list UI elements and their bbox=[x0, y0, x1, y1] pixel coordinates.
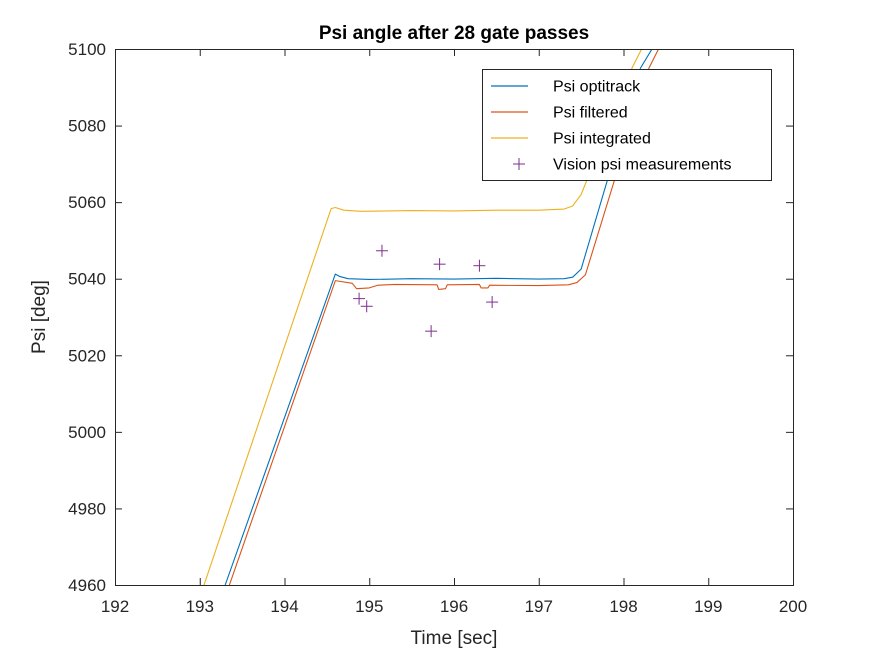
legend-entry-psi-integrated: Psi integrated bbox=[491, 131, 651, 148]
ticks-layer: 192 193 194 195 196 197 198 199 200 4960 4980 5000 5… bbox=[68, 40, 807, 616]
data-point-vision-psi-measurements bbox=[433, 258, 446, 271]
x-tick-label: 198 bbox=[609, 597, 637, 616]
series-line-psi-filtered bbox=[228, 49, 660, 585]
legend-label: Psi integrated bbox=[553, 131, 651, 148]
legend-entry-vision-psi-measurements: Vision psi measurements bbox=[513, 157, 731, 174]
legend-entry-psi-filtered: Psi filtered bbox=[491, 105, 628, 122]
series-line-psi-integrated bbox=[203, 49, 643, 585]
data-point-vision-psi-measurements bbox=[425, 325, 438, 338]
y-tick-label: 5040 bbox=[68, 270, 106, 289]
y-tick-label: 5000 bbox=[68, 423, 106, 442]
x-tick-label: 193 bbox=[186, 597, 214, 616]
legend-entry-psi-optitrack: Psi optitrack bbox=[491, 79, 641, 96]
data-point-vision-psi-measurements bbox=[375, 244, 388, 257]
x-tick-label: 197 bbox=[525, 597, 553, 616]
x-tick-label: 200 bbox=[779, 597, 807, 616]
y-tick-label: 5020 bbox=[68, 346, 106, 365]
data-point-vision-psi-measurements bbox=[360, 300, 373, 313]
y-tick-label: 4960 bbox=[68, 576, 106, 595]
legend-label: Vision psi measurements bbox=[553, 157, 731, 174]
chart-title: Psi angle after 28 gate passes bbox=[319, 23, 589, 44]
legend: Psi optitrack Psi filtered Psi integrated V… bbox=[482, 69, 772, 181]
legend-label: Psi filtered bbox=[553, 105, 628, 122]
data-point-vision-psi-measurements bbox=[353, 292, 366, 305]
x-axis-title: Time [sec] bbox=[411, 628, 498, 649]
x-tick-label: 195 bbox=[355, 597, 383, 616]
x-tick-label: 194 bbox=[270, 597, 298, 616]
y-tick-label: 4980 bbox=[68, 499, 106, 518]
data-point-vision-psi-measurements bbox=[473, 259, 486, 272]
y-axis-title: Psi [deg] bbox=[29, 280, 50, 354]
y-tick-label: 5060 bbox=[68, 193, 106, 212]
x-tick-label: 199 bbox=[694, 597, 722, 616]
x-tick-label: 192 bbox=[101, 597, 129, 616]
series-line-psi-optitrack bbox=[224, 49, 653, 585]
series-layer bbox=[203, 49, 660, 585]
legend-swatch bbox=[513, 158, 525, 170]
legend-box bbox=[482, 69, 772, 181]
legend-label: Psi optitrack bbox=[553, 79, 641, 96]
y-tick-label: 5080 bbox=[68, 117, 106, 136]
data-point-vision-psi-measurements bbox=[486, 296, 499, 309]
y-tick-label: 5100 bbox=[68, 40, 106, 59]
x-tick-label: 196 bbox=[440, 597, 468, 616]
